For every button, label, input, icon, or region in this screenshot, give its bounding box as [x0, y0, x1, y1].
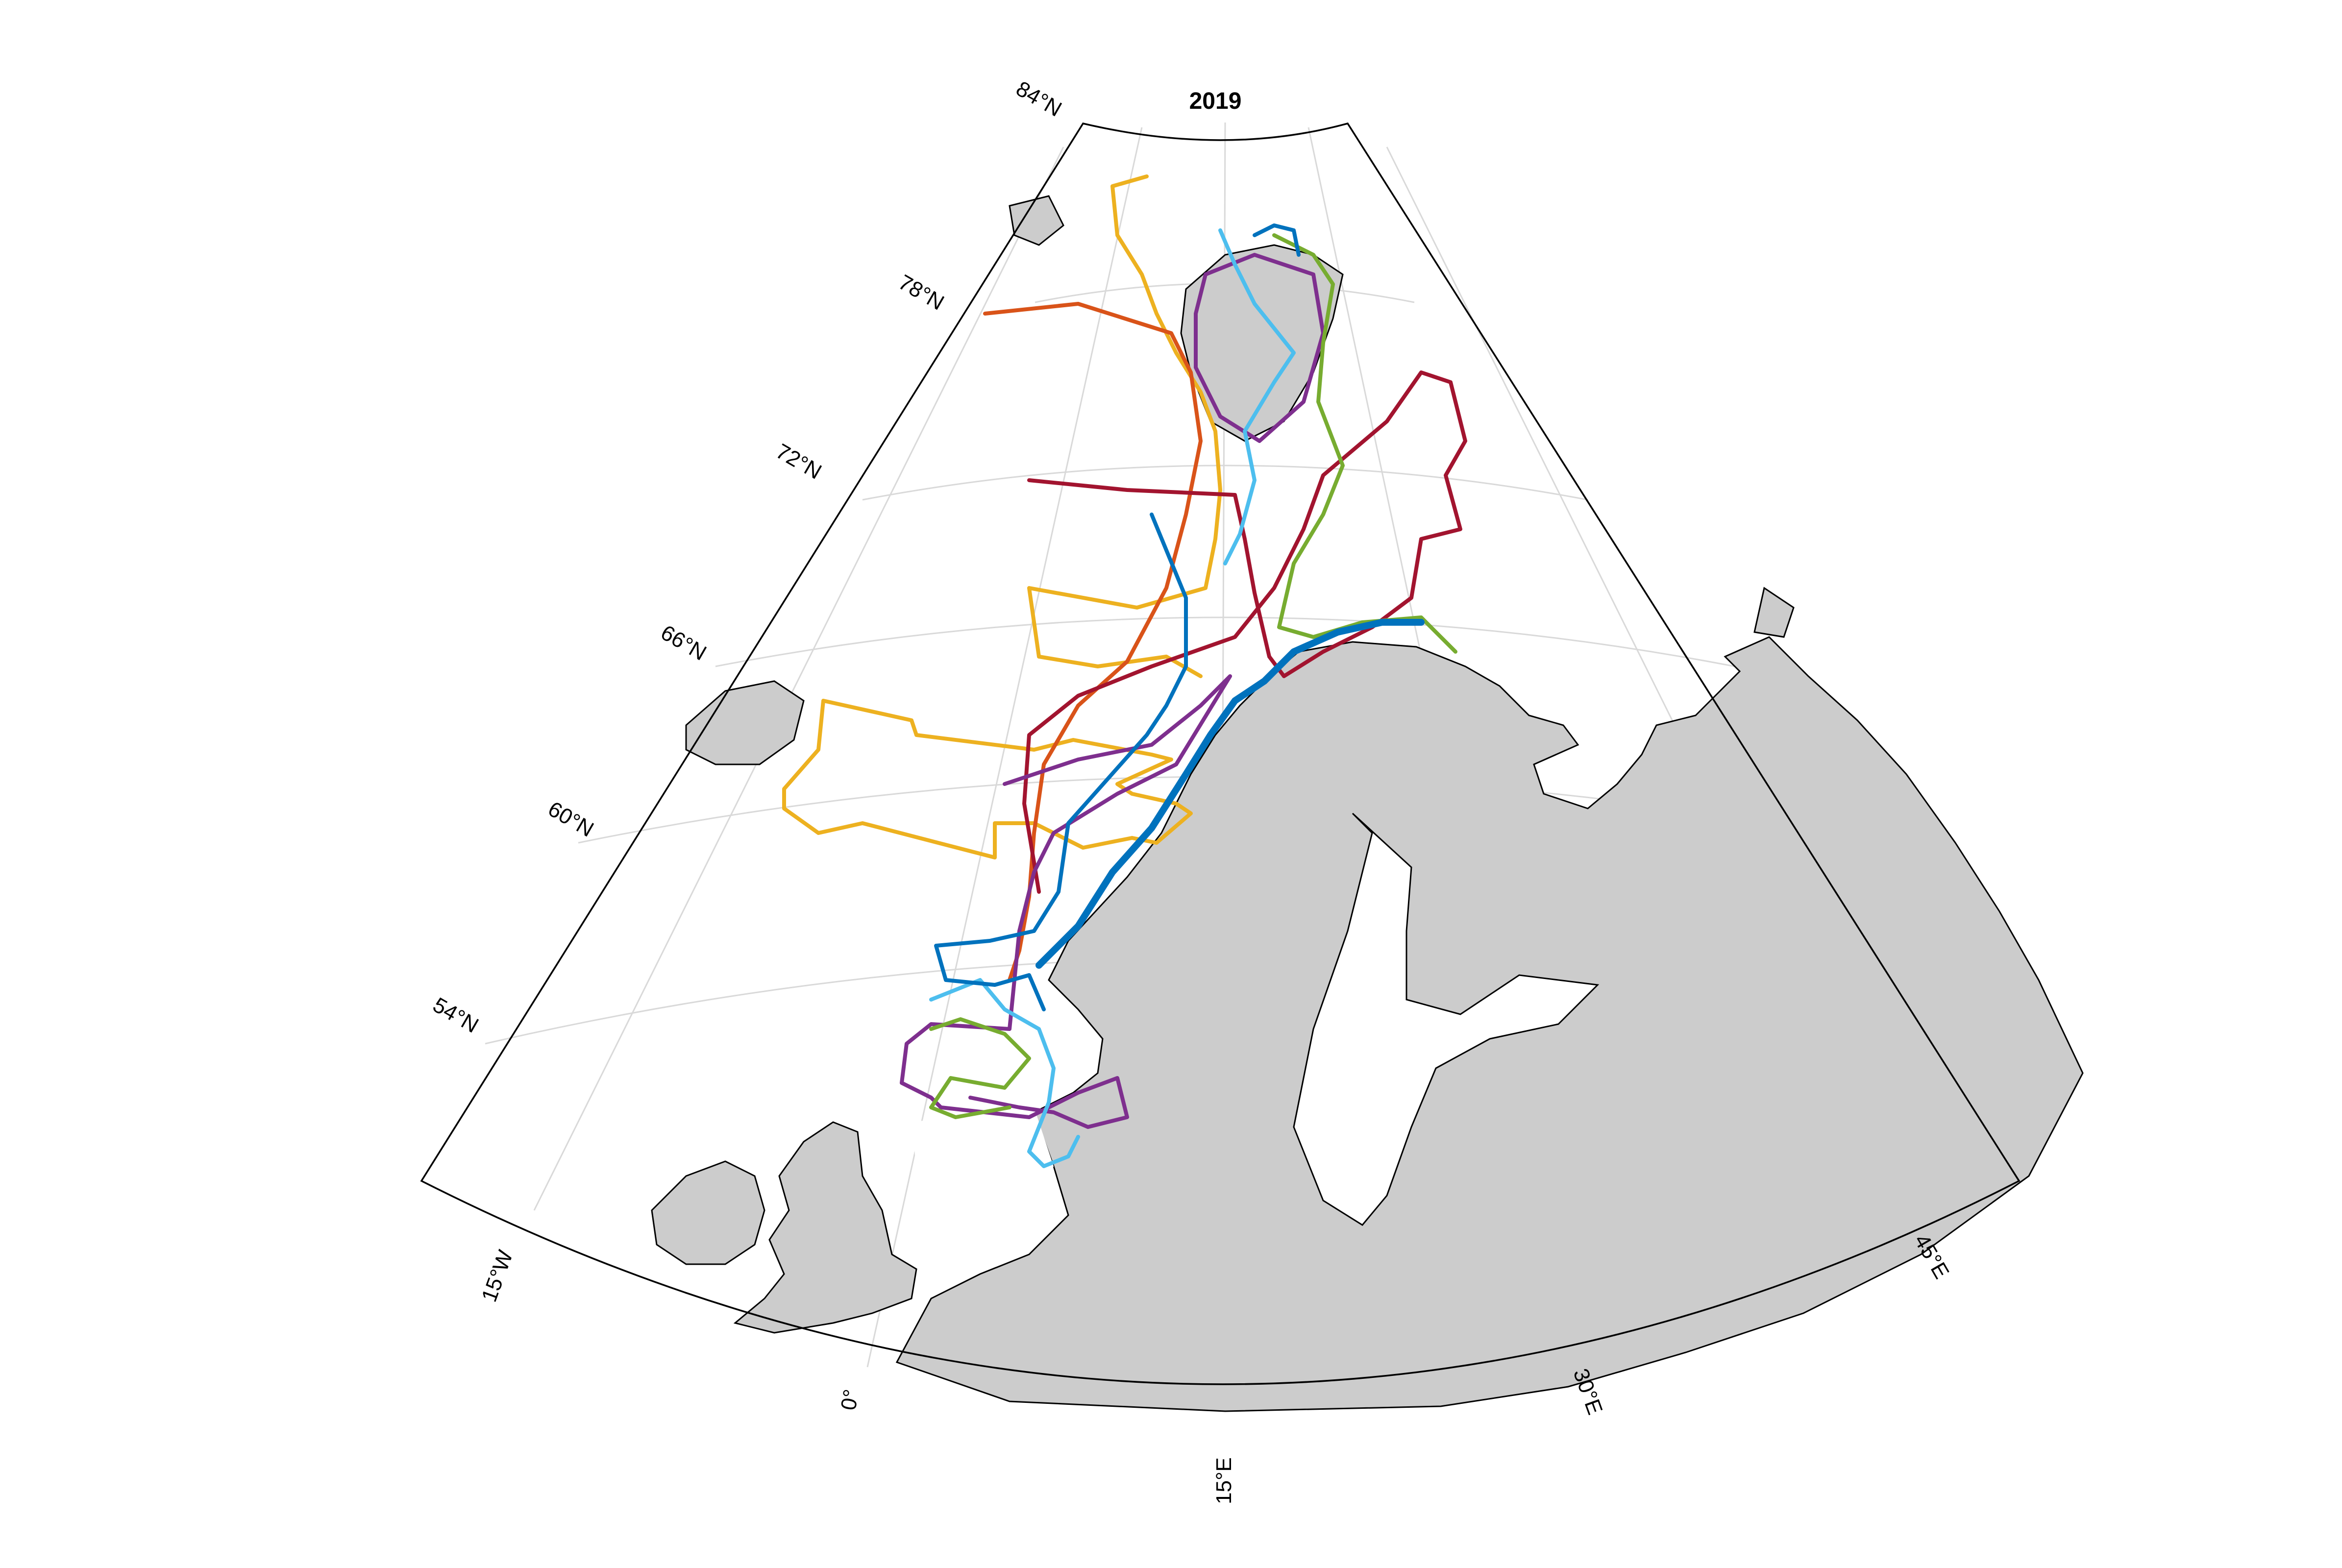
- map-frame: [420, 122, 2021, 1385]
- latitude-labels: 84°N 78°N 72°N 66°N 60°N 54°N: [429, 76, 1066, 1038]
- track-yellow-2: [1027, 174, 1222, 678]
- track-purple-2: [900, 674, 1232, 1129]
- track-dark-red: [1022, 370, 1467, 894]
- lat-label-60: 60°N: [544, 797, 598, 842]
- landmass-novaya-zemlya-edge: [1753, 587, 1795, 638]
- track-sky-blue: [1218, 228, 1296, 565]
- track-blue-coastal: [1035, 619, 1425, 969]
- landmass-iceland: [685, 680, 805, 765]
- lon-label-0: 0°: [837, 1388, 864, 1412]
- land: [651, 195, 2084, 1412]
- lon-label-15e: 15°E: [1212, 1457, 1236, 1504]
- parallel-72: [862, 465, 1588, 501]
- track-yellow: [782, 699, 1193, 859]
- lat-label-84: 84°N: [1012, 76, 1066, 122]
- map-title: 2019: [1189, 88, 1242, 114]
- track-blue: [1253, 223, 1301, 257]
- lat-label-54: 54°N: [429, 993, 483, 1038]
- vessel-tracks: [782, 174, 1467, 1168]
- parallel-66: [715, 616, 1735, 667]
- track-blue-2: [934, 513, 1188, 1011]
- lat-label-72: 72°N: [772, 439, 826, 484]
- north-sea-gap: [912, 1107, 1054, 1215]
- track-green: [1272, 233, 1457, 654]
- lon-label-15w: 15°W: [477, 1247, 518, 1305]
- lat-label-78: 78°N: [894, 270, 948, 315]
- landmass-ireland: [651, 1160, 765, 1265]
- landmass-greenland-fragment: [1009, 195, 1064, 246]
- lat-label-66: 66°N: [657, 620, 711, 665]
- baltic-sea: [1293, 812, 1600, 1226]
- landmass-great-britain: [733, 1121, 917, 1334]
- track-green-2: [929, 1017, 1031, 1119]
- meridian-15w: [533, 147, 1064, 1211]
- track-sky-blue-2: [929, 978, 1080, 1168]
- track-purple: [1194, 253, 1325, 443]
